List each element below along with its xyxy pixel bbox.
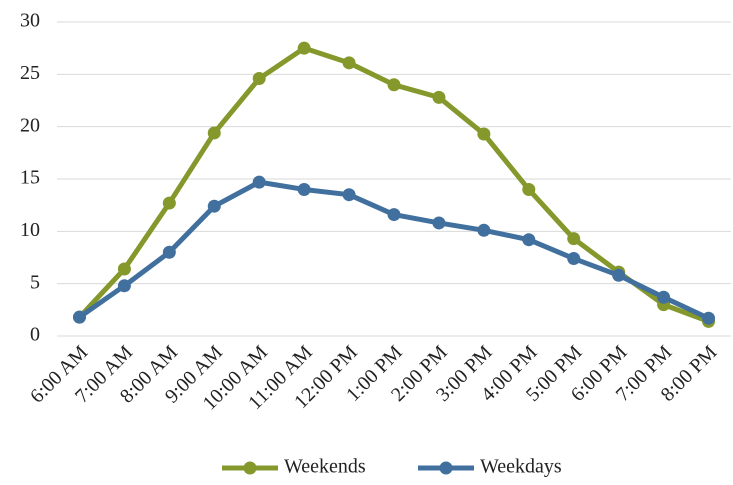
data-point: [72, 310, 86, 324]
data-point: [522, 182, 536, 196]
data-point: [387, 78, 401, 92]
data-point: [567, 252, 581, 266]
data-point: [612, 268, 626, 282]
data-point: [252, 175, 266, 189]
data-point: [162, 196, 176, 210]
y-tick-label: 0: [30, 324, 40, 346]
data-point: [297, 182, 311, 196]
data-point: [207, 199, 221, 213]
data-point: [117, 262, 131, 276]
data-point: [207, 126, 221, 140]
data-point: [387, 208, 401, 222]
y-tick-label: 30: [20, 10, 40, 32]
data-point: [162, 245, 176, 259]
data-point: [297, 41, 311, 55]
data-point: [477, 127, 491, 141]
data-point: [432, 216, 446, 230]
y-tick-label: 10: [20, 219, 40, 241]
data-point: [522, 233, 536, 247]
data-point: [477, 223, 491, 237]
data-point: [117, 279, 131, 293]
legend-marker: [439, 461, 453, 475]
data-point: [252, 72, 266, 86]
data-point: [432, 90, 446, 104]
y-tick-label: 20: [20, 114, 40, 136]
y-tick-label: 15: [20, 167, 40, 189]
legend-marker: [243, 461, 257, 475]
legend-label: Weekends: [284, 456, 366, 478]
data-point: [342, 56, 356, 70]
data-point: [567, 232, 581, 246]
legend-label: Weekdays: [480, 456, 562, 478]
data-point: [342, 188, 356, 202]
y-tick-label: 5: [30, 271, 40, 293]
data-point: [657, 290, 671, 304]
y-tick-label: 25: [20, 62, 40, 84]
data-point: [702, 311, 716, 325]
